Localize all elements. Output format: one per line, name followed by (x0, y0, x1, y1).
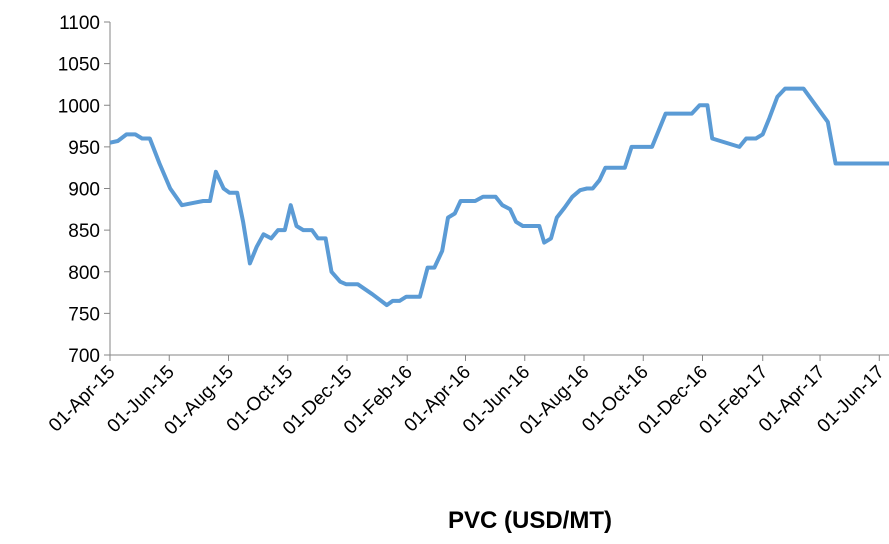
y-tick-label: 900 (68, 180, 100, 201)
y-tick-label: 850 (68, 221, 100, 242)
y-tick-label: 1000 (58, 96, 100, 117)
y-tick-label: 800 (68, 263, 100, 284)
line (109, 86, 889, 308)
chart-title: PVC (USD/MT) (448, 507, 612, 534)
y-tick-label: 950 (68, 138, 100, 159)
y-tick-label: 1050 (58, 55, 100, 76)
y-tick-label: 750 (68, 304, 100, 325)
y-tick-label: 1100 (59, 13, 100, 34)
y-tick-label: 700 (68, 346, 100, 367)
